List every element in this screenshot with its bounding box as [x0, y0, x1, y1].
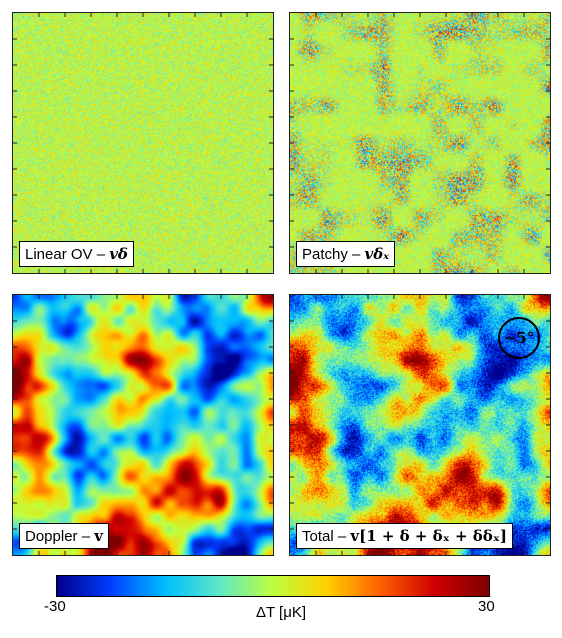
- panel-doppler: Doppler – v: [12, 294, 274, 556]
- label-linear-ov: Linear OV – vδ: [19, 241, 134, 267]
- colorbar-max-label: 30: [478, 598, 495, 615]
- colorbar: [56, 575, 490, 597]
- colorbar-gradient: [57, 576, 489, 596]
- panel-linear-ov: Linear OV – vδ: [12, 12, 274, 274]
- colorbar-min-label: -30: [44, 598, 66, 615]
- panel-patchy: Patchy – vδₓ: [289, 12, 551, 274]
- scale-marker-circle: ~5°: [498, 317, 540, 359]
- panel-total: Total – v[1 + δ + δₓ + δδₓ] ~5°: [289, 294, 551, 556]
- map-doppler: [13, 295, 273, 555]
- map-linear-ov: [13, 13, 273, 273]
- map-patchy: [290, 13, 550, 273]
- colorbar-axis-label: ΔT [μK]: [255, 604, 307, 621]
- label-total: Total – v[1 + δ + δₓ + δδₓ]: [296, 523, 514, 549]
- label-doppler: Doppler – v: [19, 523, 109, 549]
- label-patchy: Patchy – vδₓ: [296, 241, 395, 267]
